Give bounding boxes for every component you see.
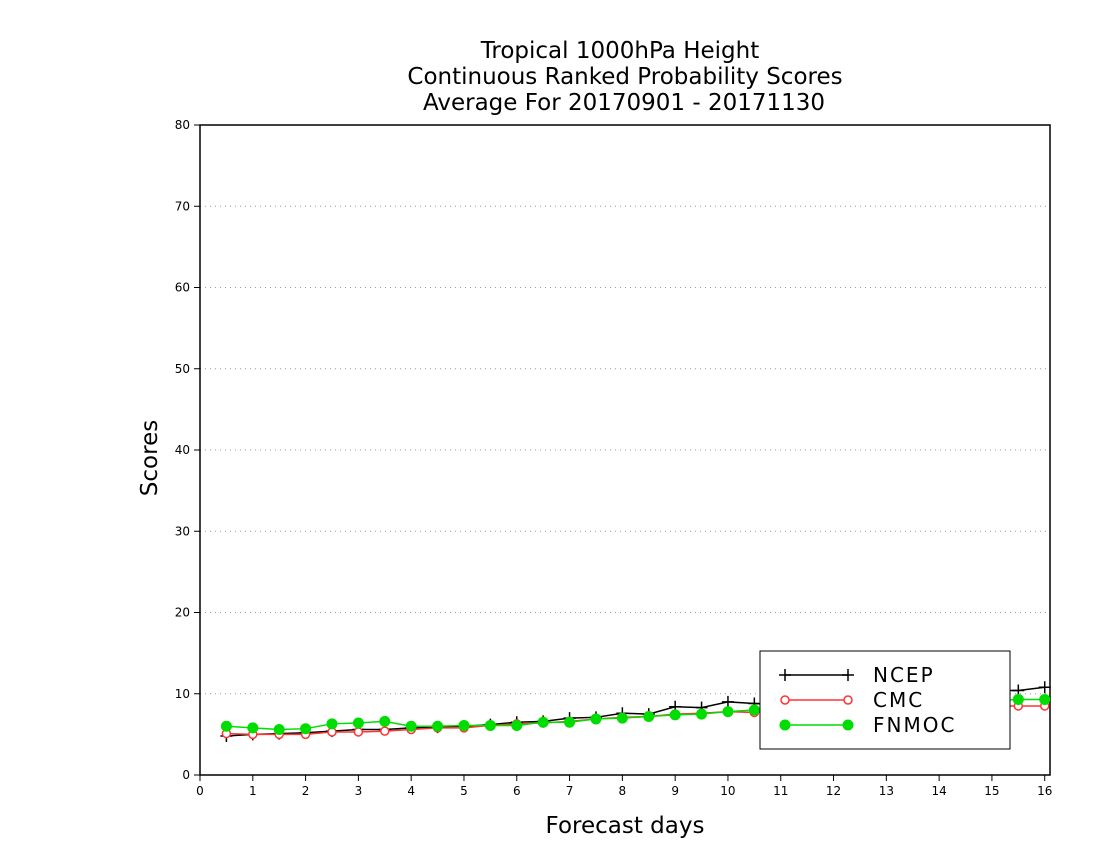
- data-point-fnmoc: [300, 723, 312, 735]
- chart-title-line-1: Tropical 1000hPa Height: [480, 38, 760, 64]
- y-tick-label: 30: [175, 524, 190, 538]
- chart-title-line-2: Continuous Ranked Probability Scores: [407, 64, 842, 90]
- data-point-fnmoc: [247, 722, 259, 734]
- data-point-fnmoc: [220, 720, 232, 732]
- x-tick-label: 10: [720, 784, 735, 798]
- data-point-fnmoc: [458, 719, 470, 731]
- x-tick-label: 5: [460, 784, 468, 798]
- data-point-fnmoc: [643, 711, 655, 722]
- legend-label-ncep: NCEP: [873, 663, 935, 687]
- data-point-fnmoc: [616, 712, 628, 724]
- data-point-fnmoc: [669, 709, 681, 721]
- legend-marker-ncep: [842, 669, 854, 681]
- y-tick-label: 50: [175, 362, 190, 376]
- plot-frame: [199, 124, 1051, 776]
- data-point-fnmoc: [1012, 693, 1024, 705]
- x-axis-label: Forecast days: [546, 813, 705, 839]
- legend-marker-fnmoc: [842, 719, 854, 731]
- x-tick-label: 6: [513, 784, 521, 798]
- data-point-fnmoc: [432, 720, 444, 732]
- y-axis-ticks: 0 10 20 30 40 50 60 70 80: [175, 118, 200, 782]
- data-point-fnmoc: [326, 718, 338, 730]
- data-point-cmc: [380, 726, 390, 736]
- data-point-fnmoc: [352, 717, 364, 729]
- x-tick-label: 14: [931, 784, 946, 798]
- y-axis-label: Scores: [137, 420, 163, 496]
- data-point-fnmoc: [273, 724, 285, 735]
- x-tick-label: 3: [355, 784, 363, 798]
- legend-marker-cmc: [780, 695, 790, 705]
- x-tick-label: 1: [249, 784, 257, 798]
- y-tick-label: 60: [175, 281, 190, 295]
- data-point-fnmoc: [484, 719, 496, 731]
- y-tick-label: 80: [175, 118, 190, 132]
- legend-label-fnmoc: FNMOC: [873, 713, 956, 737]
- data-point-fnmoc: [1039, 693, 1051, 705]
- data-point-cmc: [353, 727, 364, 737]
- x-tick-label: 13: [879, 784, 894, 798]
- x-tick-label: 9: [671, 784, 679, 798]
- data-point-ncep: [1038, 681, 1051, 694]
- y-tick-label: 0: [182, 768, 190, 782]
- data-point-fnmoc: [379, 715, 391, 727]
- data-point-fnmoc: [590, 713, 602, 725]
- legend-marker-cmc: [843, 695, 853, 705]
- grid-lines: [200, 205, 1050, 695]
- x-axis-ticks: 0 1 2 3 4 5 6 7 8 9 10 11 12 13 14 15 16: [196, 775, 1052, 798]
- data-point-fnmoc: [564, 716, 576, 728]
- x-tick-label: 0: [196, 784, 204, 798]
- chart-title-line-3: Average For 20170901 - 20171130: [423, 90, 825, 116]
- x-tick-label: 8: [619, 784, 627, 798]
- legend-marker-fnmoc: [779, 719, 791, 731]
- y-tick-label: 40: [175, 443, 190, 457]
- data-point-fnmoc: [722, 706, 734, 718]
- data-point-fnmoc: [537, 716, 549, 728]
- x-tick-label: 7: [566, 784, 574, 798]
- legend-label-cmc: CMC: [873, 688, 924, 712]
- x-tick-label: 12: [826, 784, 841, 798]
- x-tick-label: 11: [773, 784, 788, 798]
- y-tick-label: 70: [175, 199, 190, 213]
- x-tick-label: 4: [407, 784, 415, 798]
- data-point-fnmoc: [748, 704, 760, 716]
- x-tick-label: 2: [302, 784, 310, 798]
- data-point-fnmoc: [696, 708, 708, 720]
- y-tick-label: 10: [175, 687, 190, 701]
- data-point-fnmoc: [511, 719, 523, 731]
- x-tick-label: 15: [984, 784, 999, 798]
- data-point-fnmoc: [405, 720, 417, 732]
- x-tick-label: 16: [1037, 784, 1052, 798]
- y-tick-label: 20: [175, 606, 190, 620]
- legend-marker-ncep: [779, 669, 791, 681]
- data-point-ncep: [721, 695, 734, 708]
